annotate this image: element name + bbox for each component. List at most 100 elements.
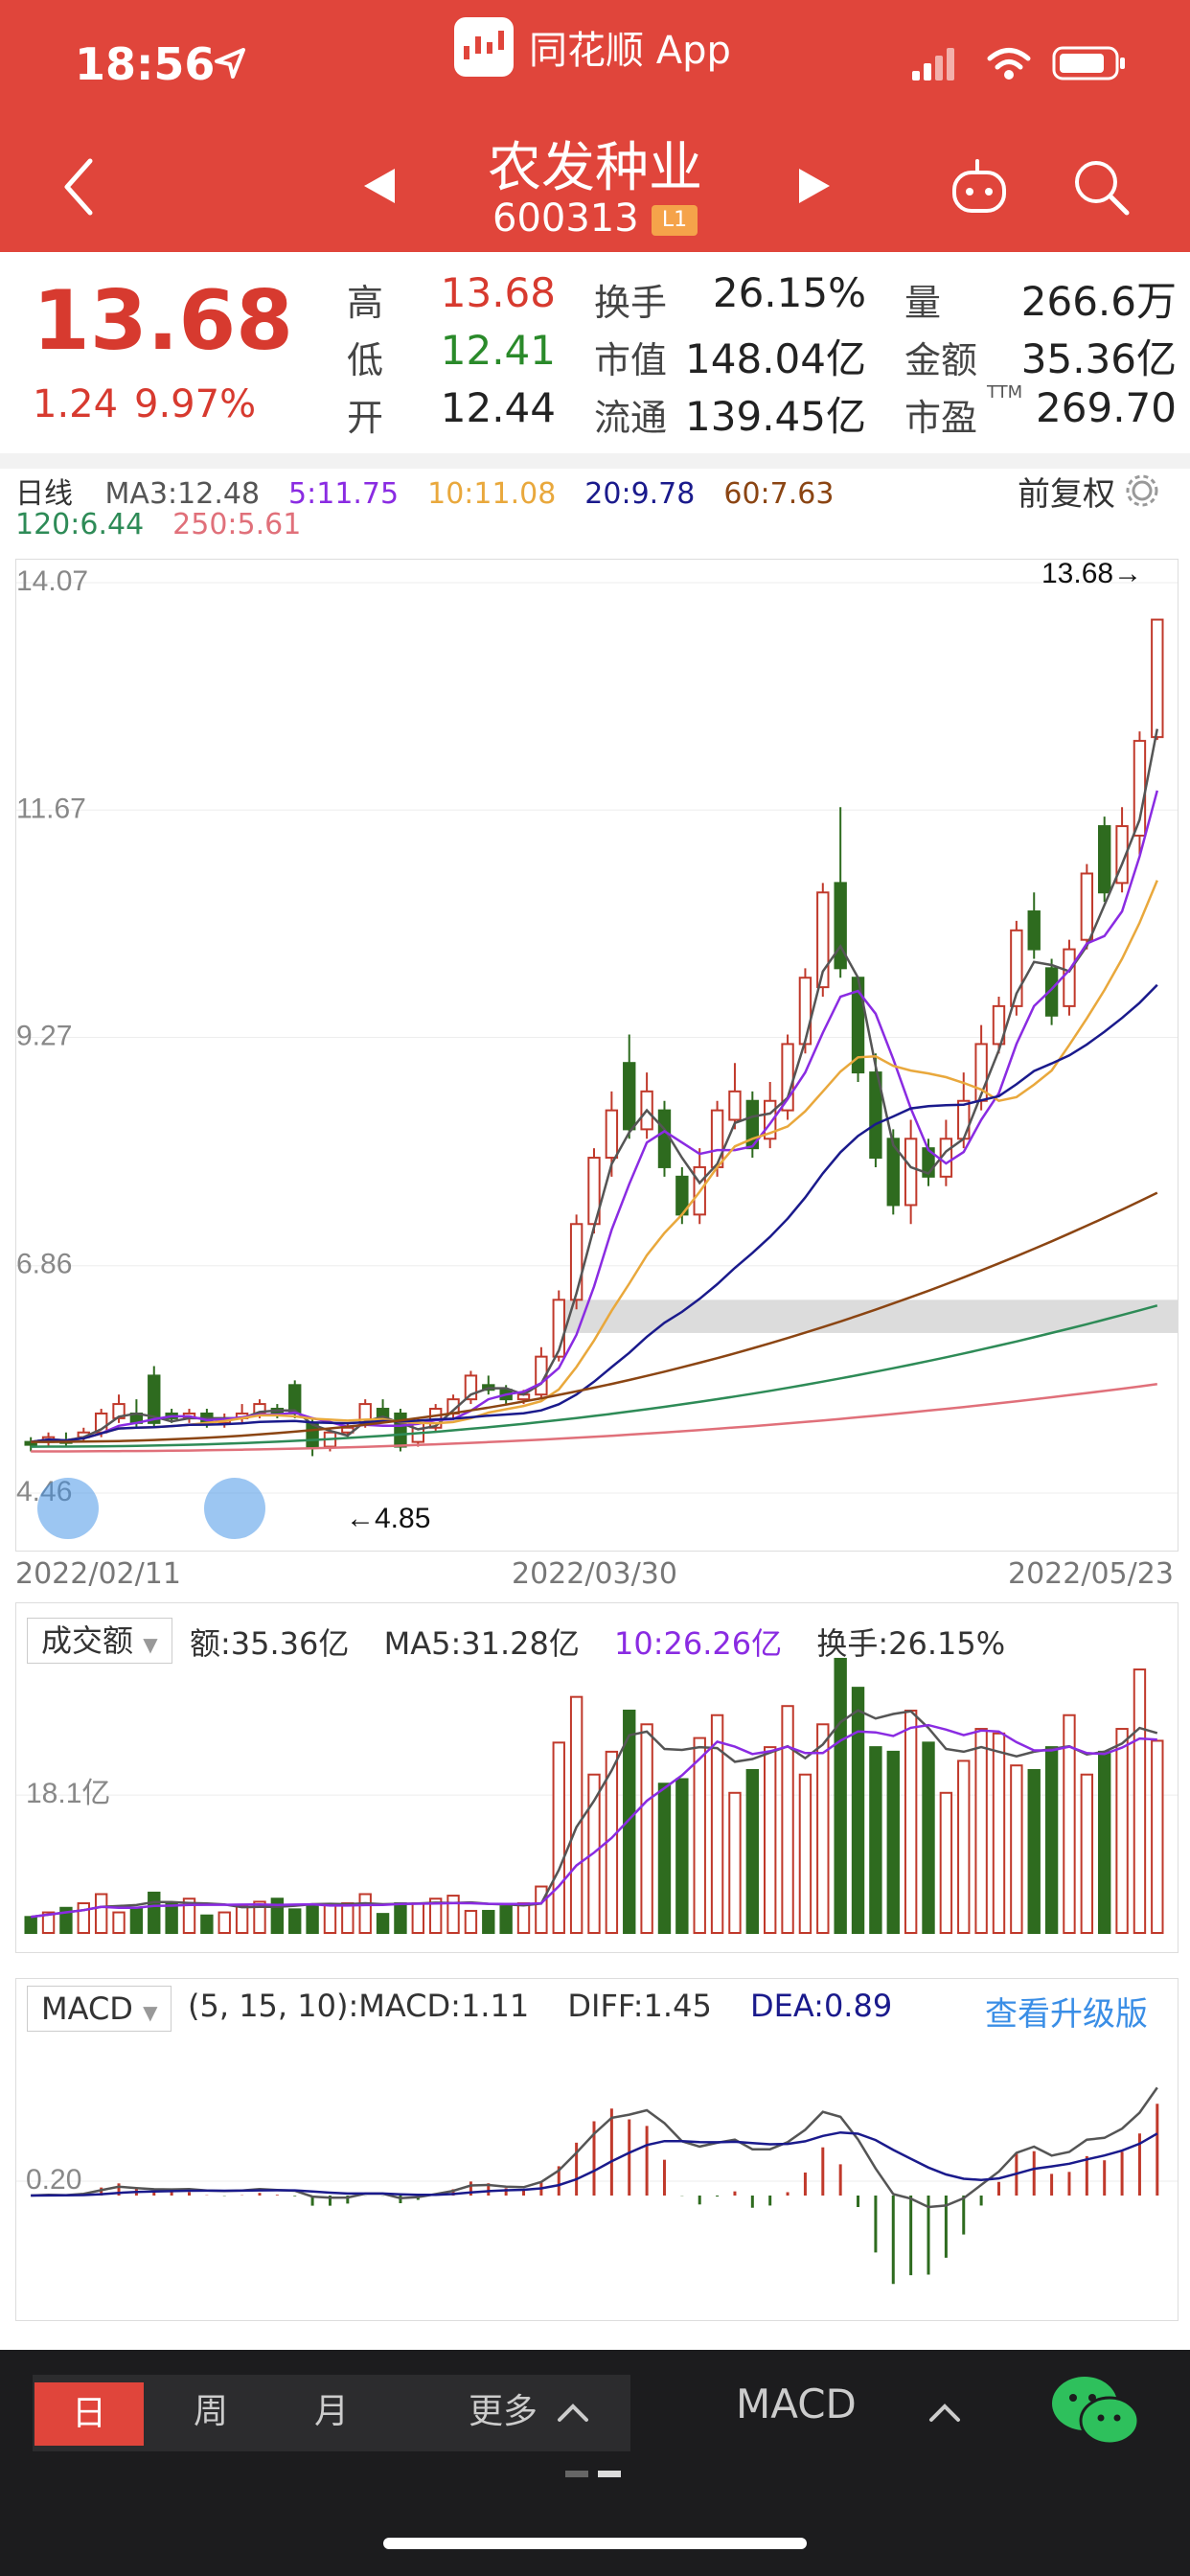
volume-bar [376,1913,390,1934]
robot-assistant-icon[interactable] [949,157,1010,218]
volume-bar [464,1909,478,1934]
volume-bar [1098,1750,1111,1934]
open-label: 开 [347,397,384,439]
ma-legend-row2: 120:6.44 250:5.61 [15,508,353,541]
volume-bar [886,1750,900,1934]
chevron-up-icon[interactable] [556,2399,590,2426]
macd-dea: DEA:0.89 [749,1988,893,2024]
y-axis-label: 14.07 [16,565,88,597]
volume-indicator-dropdown[interactable]: 成交额 ▼ [27,1618,172,1664]
volume-bar [499,1905,513,1934]
y-axis-label: 9.27 [16,1021,72,1052]
wechat-share-icon[interactable] [1048,2373,1144,2450]
y-axis-label: 11.67 [16,793,86,824]
volume-bar [623,1709,636,1934]
volume-y-label: 18.1亿 [26,1778,110,1809]
ma-line-5 [31,790,1159,1443]
ma-line-20 [31,983,1158,1443]
x-label-start: 2022/02/11 [15,1557,181,1591]
volume-bar [217,1911,231,1935]
macd-y-label: 0.20 [26,2164,81,2196]
indicator-selector[interactable]: MACD [736,2380,857,2427]
volume-value: 266.6万 [1020,278,1177,325]
volume-bar [129,1906,144,1935]
tab-day[interactable]: 日 [34,2382,144,2446]
volume-bar [148,1891,161,1934]
candle-body [657,1109,672,1168]
prev-stock-icon[interactable] [360,167,399,205]
volume-legend: 额:35.36亿 MA5:31.28亿 10:26.26亿 换手:26.15% [190,1620,1005,1664]
ma-line-3 [31,728,1159,1443]
vol-amount: 额:35.36亿 [190,1625,350,1662]
candle-body [728,1090,742,1121]
status-time: 18:56 [75,38,216,90]
volume-bar [957,1760,971,1934]
low-value: 12.41 [440,327,556,374]
volume-bar [569,1695,584,1934]
ma-legend-row1: 日线 MA3:12.48 5:11.75 10:11.08 20:9.78 60:7.6… [15,470,885,512]
market-cap-value: 148.04亿 [685,335,866,382]
back-icon[interactable] [57,153,100,220]
next-stock-icon[interactable] [795,167,834,205]
indicator-chevron-up-icon[interactable] [927,2399,962,2426]
volume-dropdown-label: 成交额 [41,1622,134,1659]
volume-bar [552,1741,565,1934]
candle-body [904,1138,918,1207]
tab-month[interactable]: 月 [313,2392,349,2431]
volume-bar [816,1723,830,1934]
pe-ttm-tag: TTM [987,382,1023,402]
candle-body [869,1071,882,1160]
volume-bar [1063,1714,1076,1935]
candle-body [886,1138,900,1207]
search-icon[interactable] [1069,155,1133,218]
settings-gear-icon[interactable] [1123,472,1161,510]
divider [0,453,1190,469]
macd-indicator-dropdown[interactable]: MACD ▼ [27,1986,172,2032]
ma-legend-item-1: 5:11.75 [288,477,400,511]
tab-more[interactable]: 更多 [468,2392,538,2431]
ma-legend-item-b-0: 120:6.44 [15,508,145,541]
volume-bar [428,1898,443,1935]
ma-legend-item-4: 60:7.63 [723,477,835,511]
page-dot-active [598,2471,621,2477]
volume-bar [200,1914,214,1935]
app-name: 同花顺 App [529,29,731,73]
battery-icon [1052,46,1125,80]
candle-body [24,1440,37,1446]
wifi-icon [987,48,1031,80]
volume-bar [94,1893,108,1934]
upgrade-link[interactable]: 查看升级版 [985,1995,1148,2034]
volume-bar [1027,1768,1041,1934]
volume-bar [306,1903,319,1935]
y-axis-label: 6.86 [16,1249,72,1280]
last-price: 13.68 [33,273,294,369]
stock-code: 600313 [492,196,639,241]
adjust-mode-label: 前复权 [1018,475,1115,514]
price-change-pct: 9.97% [134,382,257,426]
tab-week[interactable]: 周 [193,2392,228,2431]
volume-bar [992,1732,1006,1934]
open-value: 12.44 [440,384,556,431]
volume-ma-10 [31,1723,1157,1919]
volume-bar [482,1909,495,1934]
resize-chart-button [204,1478,265,1539]
volume-bar [1010,1764,1023,1934]
volume-bar [358,1893,372,1934]
expand-left-button [37,1478,99,1539]
candle-body [148,1374,161,1424]
volume-bar [1133,1668,1147,1934]
ma-legend-item-2: 10:11.08 [427,477,557,511]
ma-line-60 [31,1191,1158,1443]
volume-bar [270,1898,285,1935]
turnover-label: 换手 [594,282,668,324]
max-price-label: 13.68→ [1041,560,1142,589]
adjust-mode-button[interactable]: 前复权 [1018,468,1115,515]
volume-bar [59,1906,73,1935]
candle-body [605,1109,619,1160]
pe-value: 269.70 [1036,384,1177,431]
candle-body [623,1062,636,1131]
page-dot [565,2471,588,2477]
candle-body [1151,618,1164,739]
